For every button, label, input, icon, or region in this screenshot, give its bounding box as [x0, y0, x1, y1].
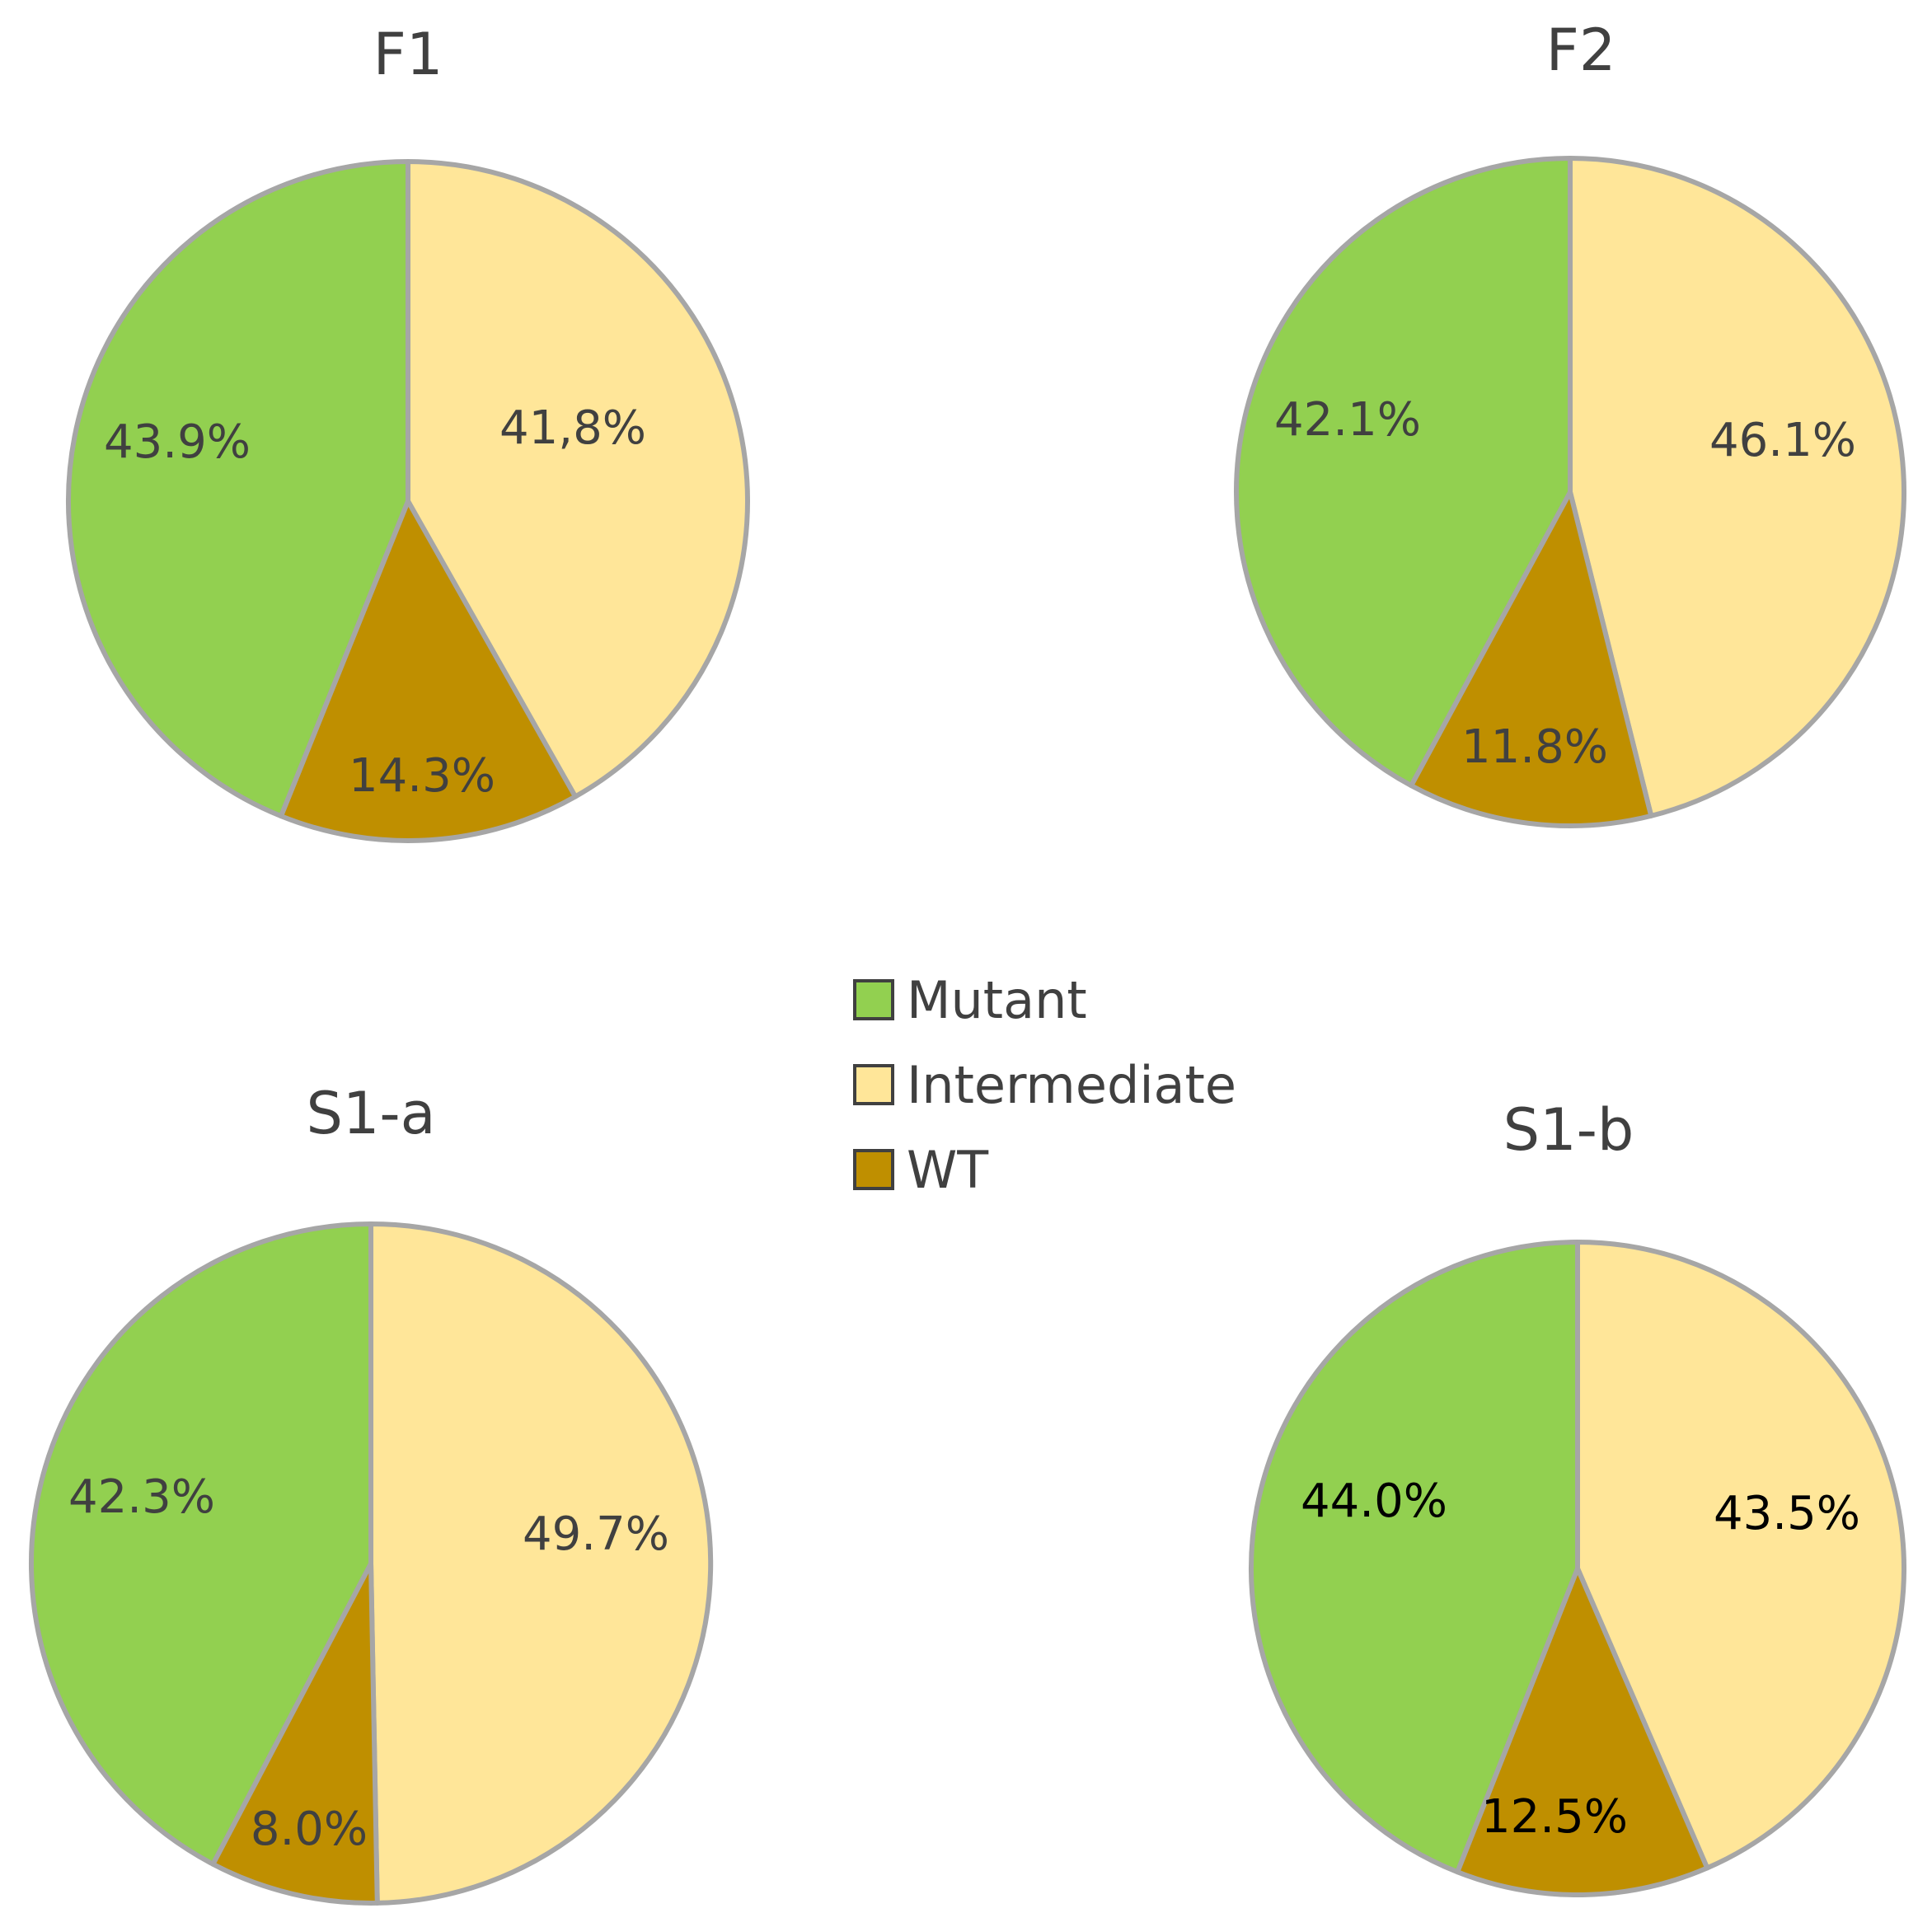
legend-item-wt: WT: [853, 1140, 989, 1200]
legend: Mutant Intermediate WT: [853, 970, 1236, 1200]
legend-label-intermediate: Intermediate: [907, 1055, 1236, 1115]
pct-label-f1-intermediate: 41,8%: [499, 401, 646, 455]
pie-slices-f1: [66, 159, 750, 843]
pct-label-f2-intermediate: 46.1%: [1709, 414, 1856, 467]
pie-slice-f1-mutant: [66, 159, 410, 819]
pct-label-s1-a-intermediate: 49.7%: [523, 1507, 669, 1561]
pie-slice-f1-intermediate: [406, 159, 750, 799]
legend-swatch-intermediate: [853, 1064, 894, 1105]
pie-slice-s1-a-mutant: [29, 1221, 373, 1867]
pct-label-s1-b-mutant: 44.0%: [1301, 1475, 1447, 1528]
pct-label-f1-mutant: 43.9%: [104, 415, 251, 469]
pie-slices-f2: [1234, 156, 1906, 828]
pct-label-s1-b-wt: 12.5%: [1481, 1790, 1628, 1844]
pie-slice-f2-intermediate: [1568, 156, 1906, 818]
pie-slice-s1-b-intermediate: [1575, 1240, 1906, 1871]
pct-label-s1-b-intermediate: 43.5%: [1714, 1487, 1860, 1540]
legend-item-mutant: Mutant: [853, 970, 1087, 1030]
pie-slice-f1-wt: [278, 499, 578, 843]
pie-title-s1-a: S1-a: [306, 1080, 435, 1147]
pct-label-f2-wt: 11.8%: [1461, 720, 1608, 774]
pie-chart-f2: F2 42.1% 46.1% 11.8%: [1234, 16, 1906, 828]
legend-item-intermediate: Intermediate: [853, 1055, 1236, 1115]
pie-title-s1-b: S1-b: [1503, 1096, 1634, 1164]
pct-label-s1-a-mutant: 42.3%: [68, 1470, 215, 1524]
pie-chart-s1-a: S1-a 42.3% 49.7% 8.0%: [29, 1080, 714, 1906]
legend-swatch-wt: [853, 1149, 894, 1190]
pct-label-f2-mutant: 42.1%: [1274, 393, 1421, 447]
legend-label-mutant: Mutant: [907, 970, 1087, 1030]
pie-slice-s1-a-wt: [210, 1561, 380, 1906]
pie-slices-s1-b: [1249, 1240, 1906, 1897]
pie-slice-f2-mutant: [1234, 156, 1573, 789]
pie-chart-f1: F1 43.9% 41,8% 14.3%: [66, 21, 750, 843]
legend-swatch-mutant: [853, 979, 894, 1020]
pie-slice-s1-a-intermediate: [368, 1221, 714, 1906]
pie-chart-s1-b: S1-b 44.0% 43.5% 12.5%: [1249, 1096, 1906, 1897]
pie-title-f1: F1: [373, 21, 443, 88]
pie-slice-s1-b-mutant: [1249, 1240, 1580, 1875]
pct-label-f1-wt: 14.3%: [349, 749, 495, 803]
pie-slices-s1-a: [29, 1221, 714, 1906]
pie-slice-s1-b-wt: [1455, 1566, 1710, 1897]
pct-label-s1-a-wt: 8.0%: [251, 1803, 368, 1856]
legend-label-wt: WT: [907, 1140, 989, 1200]
pie-title-f2: F2: [1546, 16, 1616, 84]
pie-slice-f2-wt: [1409, 490, 1654, 828]
